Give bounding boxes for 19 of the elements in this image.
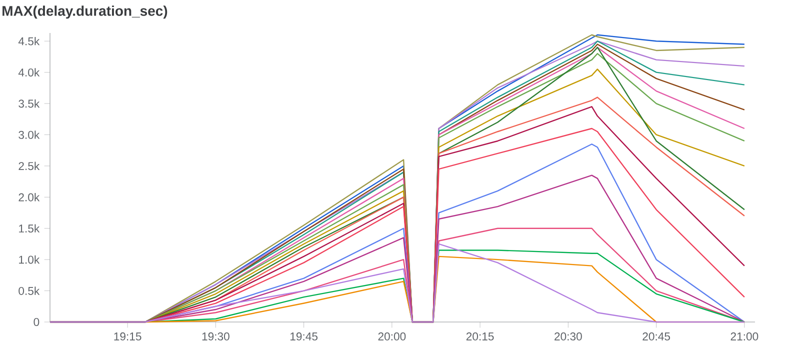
x-tick-label: 19:30 <box>202 332 230 340</box>
x-tick-label: 20:45 <box>642 332 670 340</box>
y-tick-label: 1.5k <box>19 224 40 233</box>
y-tick-label: 2.5k <box>18 162 40 170</box>
y-tick-label: 0.5k <box>18 286 40 295</box>
y-tick-label: 3.0k <box>18 130 40 139</box>
x-tick-label: 19:15 <box>114 332 142 340</box>
x-tick-label: 21:00 <box>730 332 758 340</box>
y-tick-label: 4.0k <box>18 68 40 76</box>
y-tick-label: 3.5k <box>18 99 40 108</box>
y-tick-label: 2.0k <box>18 192 40 202</box>
y-tick-label: 0 <box>34 318 40 326</box>
x-tick-label: 20:30 <box>554 332 582 340</box>
y-tick-label: 4.5k <box>18 36 40 46</box>
y-tick-label: 1.0k <box>19 255 40 264</box>
chart-title: MAX(delay.duration_sec) <box>2 6 168 19</box>
x-tick-label: 19:45 <box>290 332 318 340</box>
x-tick-label: 20:00 <box>378 332 406 340</box>
x-tick-label: 20:15 <box>466 332 494 340</box>
